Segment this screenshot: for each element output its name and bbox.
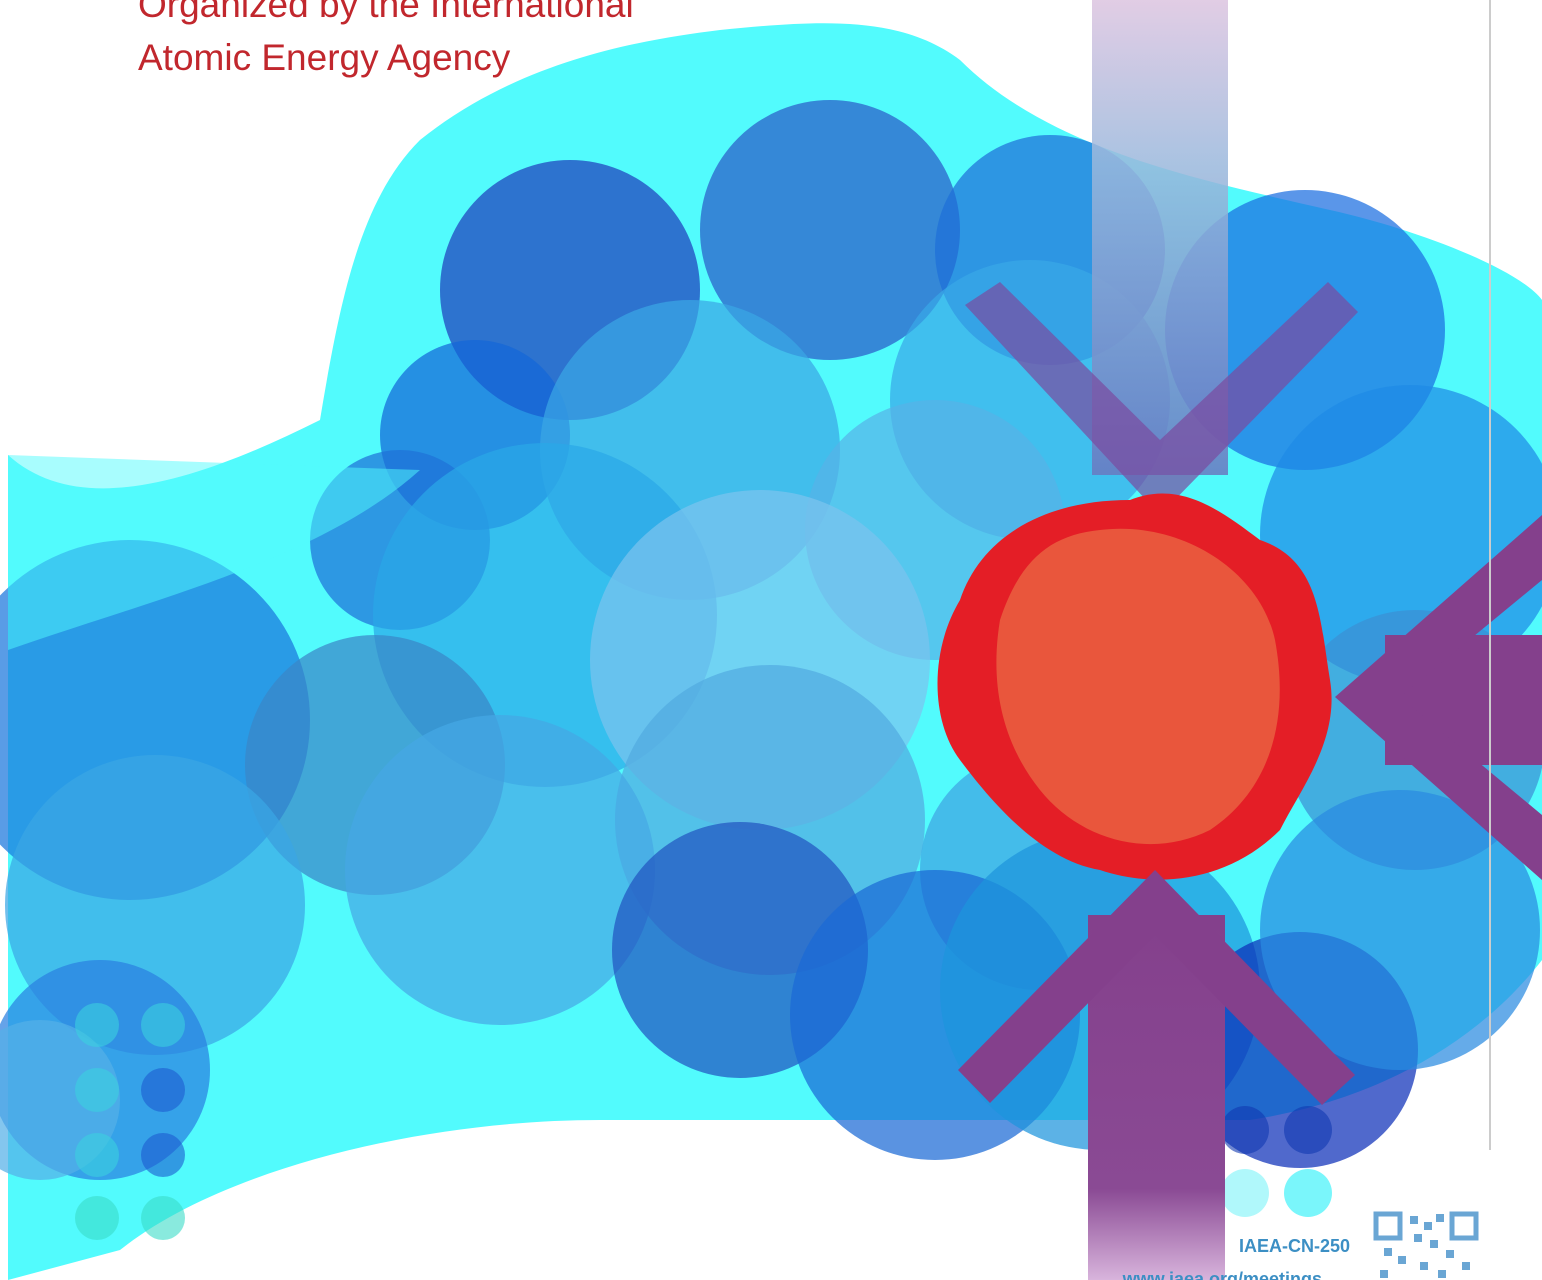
conference-code: IAEA-CN-250 (1239, 1236, 1350, 1256)
qr-code (1372, 1210, 1480, 1280)
cyan-wave (8, 455, 420, 650)
organizer-line: Atomic Energy Agency (138, 37, 511, 78)
dots (75, 1003, 1332, 1240)
bottom-arrow-head (958, 870, 1355, 1105)
red-core (996, 528, 1280, 845)
top-arrow-head (965, 282, 1358, 515)
organizer-line: Organized by the International (138, 0, 634, 25)
website: www.iaea.org/meetings (1122, 1269, 1322, 1280)
